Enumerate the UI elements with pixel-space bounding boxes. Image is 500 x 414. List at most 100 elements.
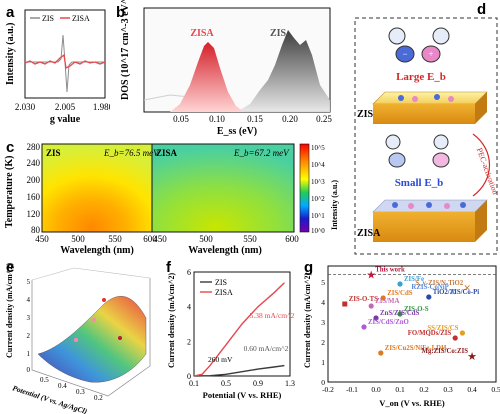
panel-g-ytick: 0 bbox=[321, 378, 325, 387]
panel-a-ylabel: Intensity (a.u.) bbox=[5, 22, 16, 85]
panel-e-box-back-2 bbox=[73, 267, 151, 279]
panel-c-l-xtick-3: 550 bbox=[108, 234, 122, 244]
zis-label: ZIS bbox=[357, 109, 374, 120]
dos-zis-area bbox=[144, 30, 330, 112]
zisa-electron-3 bbox=[460, 202, 466, 208]
benchmark-label: ZIS-O-S bbox=[404, 306, 429, 313]
panel-f-ytick: 6 bbox=[187, 268, 191, 277]
jv-line-zis bbox=[193, 364, 285, 377]
benchmark-point bbox=[361, 324, 367, 330]
zisa-hole-2 bbox=[444, 203, 450, 209]
zis-hole-2 bbox=[448, 96, 454, 102]
zisa-label: ZISA bbox=[357, 228, 381, 239]
panel-e-xtick-4: 0.2 bbox=[94, 394, 103, 402]
panel-a-xtick-1: 2.030 bbox=[15, 102, 36, 112]
panel-a-xtick-2: 2.005 bbox=[55, 102, 76, 112]
panel-g-xtick: -0.1 bbox=[346, 385, 358, 394]
panel-a: a ZIS ZISA Intensity (a.u.) 2.030 2.005 … bbox=[5, 4, 110, 125]
cbar-tick-3: 10^3 bbox=[311, 178, 325, 186]
benchmark-point bbox=[368, 303, 374, 309]
panel-a-frame bbox=[24, 9, 106, 99]
panel-c-letter: c bbox=[6, 139, 14, 156]
panel-c-r-xtick-4: 600 bbox=[285, 234, 299, 244]
annot-shift: 260 mV bbox=[208, 355, 233, 364]
panel-f-ytick: 0 bbox=[187, 372, 191, 381]
benchmark-point bbox=[452, 335, 458, 341]
minus-icon: − bbox=[402, 49, 407, 59]
cartoon-electron-head bbox=[388, 27, 406, 45]
zisa-slab-side bbox=[475, 200, 487, 242]
legend-zisa-label: ZISA bbox=[72, 14, 90, 23]
panel-g-ytick: 3 bbox=[321, 318, 325, 327]
panel-e-box bbox=[31, 278, 151, 397]
panel-d-letter: d bbox=[477, 1, 486, 18]
panel-e-xtick-2: 0.4 bbox=[58, 382, 67, 390]
panel-f-series bbox=[193, 282, 285, 377]
heatmap-zisa-eb: E_b=67.2 meV bbox=[233, 148, 290, 158]
panel-e: e 5 4 3 2 1 0 Current density (mA/cm^2) … bbox=[5, 259, 151, 414]
surface-point-2 bbox=[92, 318, 96, 322]
zis-electron-2 bbox=[434, 94, 440, 100]
zis-electron-1 bbox=[398, 95, 404, 101]
zis-hole-1 bbox=[412, 96, 418, 102]
panel-b-xtick-5: 0.25 bbox=[316, 114, 332, 124]
dos-zisa-label: ZISA bbox=[190, 28, 214, 39]
benchmark-point bbox=[397, 311, 403, 317]
colorbar bbox=[299, 143, 310, 233]
panel-f-ticks: 0.1 0.5 0.9 1.3 0 2 4 6 bbox=[187, 268, 295, 388]
response-surface bbox=[37, 296, 147, 383]
zis-slab-side bbox=[475, 92, 487, 124]
zisa-electron-2 bbox=[426, 202, 432, 208]
panel-b-xtick-1: 0.05 bbox=[173, 114, 189, 124]
small-eb-label: Small E_b bbox=[395, 177, 444, 189]
panel-d: d − + Large E_b ZIS PEC-activation Small… bbox=[354, 1, 500, 255]
benchmark-label: This work bbox=[375, 266, 405, 273]
panel-a-xtick-3: 1.980 bbox=[93, 102, 110, 112]
panel-g-ytick: 1 bbox=[321, 358, 325, 367]
panel-c-r-xtick-1: 450 bbox=[153, 234, 167, 244]
panel-e-ztick-3: 3 bbox=[27, 314, 31, 322]
hole-ball bbox=[421, 45, 441, 63]
benchmark-label: SS/ZIS/CS bbox=[427, 325, 458, 332]
panel-e-xtick-3: 0.3 bbox=[76, 388, 85, 396]
zis-slab-top bbox=[372, 91, 488, 105]
panel-c-ytick-3: 200 bbox=[27, 175, 41, 185]
panel-g-letter: g bbox=[304, 259, 313, 276]
cbar-tick-6: 10^0 bbox=[311, 227, 325, 235]
cbar-label: Intensity (a.u.) bbox=[330, 180, 339, 230]
cbar-tick-2: 10^4 bbox=[311, 161, 325, 169]
panel-e-xtick-1: 0.5 bbox=[40, 376, 49, 384]
hole-ball-2 bbox=[432, 152, 450, 168]
panel-e-letter: e bbox=[6, 259, 14, 276]
panel-e-ztick-2: 4 bbox=[27, 296, 31, 304]
benchmark-label: ZIS/CdS/ZnO bbox=[368, 319, 409, 326]
panel-d-frame bbox=[354, 17, 498, 255]
panel-c-l-xtick-4: 600 bbox=[143, 234, 157, 244]
benchmark-point: ★ bbox=[467, 351, 477, 363]
benchmark-point: ✕ bbox=[449, 287, 457, 297]
panel-c-ytick-5: 120 bbox=[27, 209, 41, 219]
zisa-electron-1 bbox=[392, 202, 398, 208]
panel-g-xtick: 0.3 bbox=[443, 385, 453, 394]
panel-e-ztick-6: 0 bbox=[27, 366, 31, 374]
panel-f-ylabel: Current density (mA/cm^2) bbox=[167, 273, 176, 368]
panel-f-xtick: 0.5 bbox=[221, 379, 231, 388]
panel-f: f ZIS ZISA 5.38 mA/cm^2 0.60 mA/cm^2 260… bbox=[166, 259, 295, 400]
panel-b-xtick-2: 0.10 bbox=[209, 114, 225, 124]
electron-ball bbox=[395, 45, 415, 63]
panel-c-r-xlabel: Wavelength (nm) bbox=[188, 245, 262, 256]
benchmark-point bbox=[459, 330, 465, 336]
zis-slab-front bbox=[373, 104, 475, 124]
panel-g-ytick: 2 bbox=[321, 338, 325, 347]
panel-g-xtick: 0.2 bbox=[419, 385, 429, 394]
panel-a-letter: a bbox=[6, 4, 15, 21]
surface-point-3 bbox=[74, 338, 78, 342]
electron-ball-2 bbox=[388, 152, 406, 168]
benchmark-label: ZnS/ZIS/CdS bbox=[380, 310, 420, 317]
panel-g-xtick: 0.5 bbox=[491, 385, 500, 394]
benchmark-point bbox=[342, 301, 348, 307]
panel-c-ytick-6: 80 bbox=[31, 225, 41, 235]
panel-g-ylabel: Current density (mA/cm^2) bbox=[303, 273, 312, 368]
